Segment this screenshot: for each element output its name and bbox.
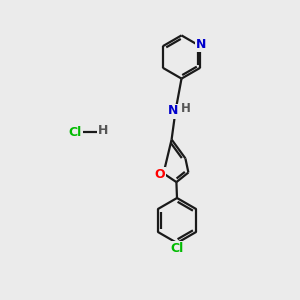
Text: O: O	[154, 168, 165, 181]
Text: Cl: Cl	[170, 242, 184, 255]
Text: H: H	[98, 124, 109, 137]
Text: N: N	[196, 38, 206, 51]
Text: H: H	[181, 101, 191, 115]
Text: N: N	[168, 104, 178, 118]
Text: Cl: Cl	[68, 125, 82, 139]
